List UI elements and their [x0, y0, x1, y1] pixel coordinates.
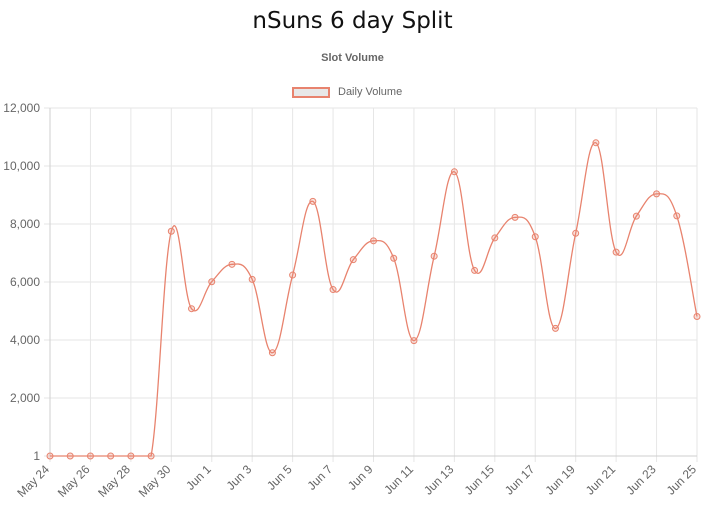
x-tick-label: Jun 7: [305, 462, 336, 493]
x-tick-label: May 26: [55, 462, 93, 500]
legend-swatch: [292, 86, 330, 98]
chart-title: Slot Volume: [321, 52, 384, 64]
grid-lines: [44, 107, 698, 462]
data-point[interactable]: [693, 313, 701, 321]
x-tick-label: Jun 11: [381, 462, 416, 497]
data-point[interactable]: [632, 212, 640, 220]
data-point[interactable]: [66, 452, 74, 460]
data-point[interactable]: [208, 278, 216, 286]
x-tick-label: Jun 25: [664, 462, 700, 498]
data-point[interactable]: [430, 252, 438, 260]
y-tick-label: 8,000: [10, 217, 40, 231]
data-point[interactable]: [268, 349, 276, 357]
series-line: [50, 142, 698, 457]
data-point[interactable]: [127, 452, 135, 460]
data-point[interactable]: [511, 213, 519, 221]
x-tick-label: May 28: [95, 462, 133, 500]
data-point[interactable]: [592, 139, 600, 147]
data-point[interactable]: [349, 256, 357, 264]
x-tick-label: Jun 19: [542, 462, 578, 498]
data-point[interactable]: [107, 452, 115, 460]
x-tick-label: Jun 21: [583, 462, 619, 498]
data-point[interactable]: [491, 234, 499, 242]
data-point[interactable]: [188, 305, 196, 313]
x-tick-label: May 30: [136, 462, 174, 500]
x-tick-label: May 24: [14, 462, 52, 500]
data-point[interactable]: [551, 324, 559, 332]
data-point[interactable]: [572, 229, 580, 237]
data-point[interactable]: [410, 337, 418, 345]
y-tick-label: 4,000: [10, 333, 40, 347]
series-daily-volume: [46, 139, 701, 460]
y-tick-label: 10,000: [3, 159, 40, 173]
data-point[interactable]: [248, 275, 256, 283]
x-tick-label: Jun 1: [183, 462, 214, 493]
x-tick-label: Jun 3: [224, 462, 255, 493]
data-point[interactable]: [673, 212, 681, 220]
y-tick-label: 1: [33, 449, 40, 463]
x-tick-label: Jun 13: [421, 462, 457, 498]
data-point[interactable]: [471, 266, 479, 274]
data-point[interactable]: [653, 190, 661, 198]
data-point[interactable]: [390, 254, 398, 262]
x-tick-label: Jun 17: [502, 462, 538, 498]
y-tick-label: 12,000: [3, 101, 40, 115]
data-point[interactable]: [86, 452, 94, 460]
y-tick-label: 6,000: [10, 275, 40, 289]
x-tick-label: Jun 23: [623, 462, 659, 498]
x-tick-label: Jun 15: [462, 462, 498, 498]
legend-label: Daily Volume: [338, 86, 403, 98]
data-point[interactable]: [289, 271, 297, 279]
data-point[interactable]: [167, 227, 175, 235]
data-point[interactable]: [612, 248, 620, 256]
data-point[interactable]: [228, 260, 236, 268]
y-tick-label: 2,000: [10, 391, 40, 405]
legend[interactable]: Daily Volume: [292, 85, 402, 99]
data-point[interactable]: [370, 237, 377, 245]
x-axis-tick-labels: May 24 May 26 May 28 May 30 Jun 1 Jun 3 Jun 5 J…: [14, 462, 699, 500]
data-point[interactable]: [147, 452, 155, 460]
x-tick-label: Jun 5: [264, 462, 295, 493]
axes: [49, 108, 697, 457]
page-title: nSuns 6 day Split: [252, 8, 453, 34]
data-point[interactable]: [531, 233, 539, 241]
data-point[interactable]: [46, 452, 54, 460]
x-tick-label: Jun 9: [345, 462, 376, 493]
data-point[interactable]: [329, 286, 337, 294]
data-point[interactable]: [450, 168, 458, 176]
data-point[interactable]: [309, 197, 317, 205]
